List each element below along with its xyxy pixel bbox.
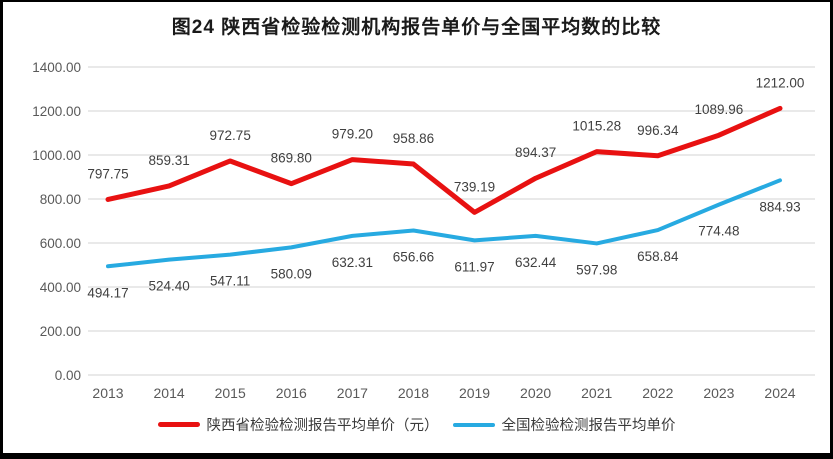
legend-label-1: 全国检验检测报告平均单价: [501, 418, 676, 434]
legend-swatch-0: [157, 422, 200, 427]
data-label: 979.20: [332, 127, 373, 142]
x-axis-tick-label: 2018: [398, 385, 429, 401]
y-axis-tick-label: 800.00: [40, 192, 81, 207]
x-axis-tick-label: 2022: [642, 385, 673, 401]
data-label: 547.11: [210, 274, 250, 289]
y-axis-tick-label: 200.00: [40, 324, 81, 339]
data-label: 958.86: [393, 131, 434, 146]
data-label: 1015.28: [572, 119, 621, 134]
y-axis-tick-label: 400.00: [40, 280, 81, 295]
legend-swatch-1: [452, 422, 495, 427]
x-axis-tick-label: 2019: [459, 385, 490, 401]
x-axis-tick-label: 2014: [154, 385, 185, 401]
y-axis-tick-label: 1200.00: [32, 104, 81, 119]
data-label: 884.93: [759, 199, 800, 214]
x-axis-tick-label: 2015: [215, 385, 246, 401]
legend-item-1: 全国检验检测报告平均单价: [452, 414, 676, 435]
data-label: 859.31: [148, 153, 189, 168]
data-label: 1212.00: [756, 75, 805, 90]
data-label: 774.48: [698, 224, 739, 239]
data-label: 894.37: [515, 145, 556, 160]
series-line-1: [106, 178, 782, 269]
data-label: 524.40: [148, 279, 189, 294]
x-axis-tick-label: 2013: [92, 385, 123, 401]
legend-item-0: 陕西省检验检测报告平均单价（元）: [157, 414, 439, 435]
x-axis-tick-label: 2024: [764, 385, 795, 401]
x-axis-tick-label: 2021: [581, 385, 612, 401]
y-axis-tick-label: 1000.00: [32, 148, 81, 163]
series-line-0: [105, 105, 783, 215]
data-label: 972.75: [210, 128, 251, 143]
data-label: 632.31: [332, 255, 373, 270]
data-label: 632.44: [515, 255, 557, 270]
data-label: 656.66: [393, 250, 434, 265]
data-label: 797.75: [87, 166, 128, 181]
data-label: 658.84: [637, 249, 679, 264]
y-axis-tick-label: 1400.00: [32, 60, 81, 75]
legend: 陕西省检验检测报告平均单价（元） 全国检验检测报告平均单价: [3, 414, 830, 435]
data-label: 996.34: [637, 123, 679, 138]
x-axis-tick-label: 2020: [520, 385, 551, 401]
y-axis-tick-label: 600.00: [40, 236, 81, 251]
data-label: 597.98: [576, 262, 617, 277]
y-axis-tick-label: 0.00: [55, 368, 81, 383]
x-axis-tick-label: 2017: [337, 385, 368, 401]
chart-title: 图24 陕西省检验检测机构报告单价与全国平均数的比较: [171, 17, 662, 38]
data-label: 611.97: [454, 259, 494, 274]
plot-area: 1400.00 1200.00 1000.00 800.00 600.00 400.00 2…: [32, 60, 815, 401]
data-label: 739.19: [454, 179, 495, 194]
x-axis-tick-label: 2016: [276, 385, 307, 401]
data-label: 1089.96: [695, 102, 744, 117]
data-label: 869.80: [271, 151, 312, 166]
data-label: 580.09: [271, 266, 312, 281]
legend-label-0: 陕西省检验检测报告平均单价（元）: [206, 418, 439, 434]
data-label: 494.17: [87, 285, 128, 300]
x-axis-tick-label: 2023: [703, 385, 734, 401]
